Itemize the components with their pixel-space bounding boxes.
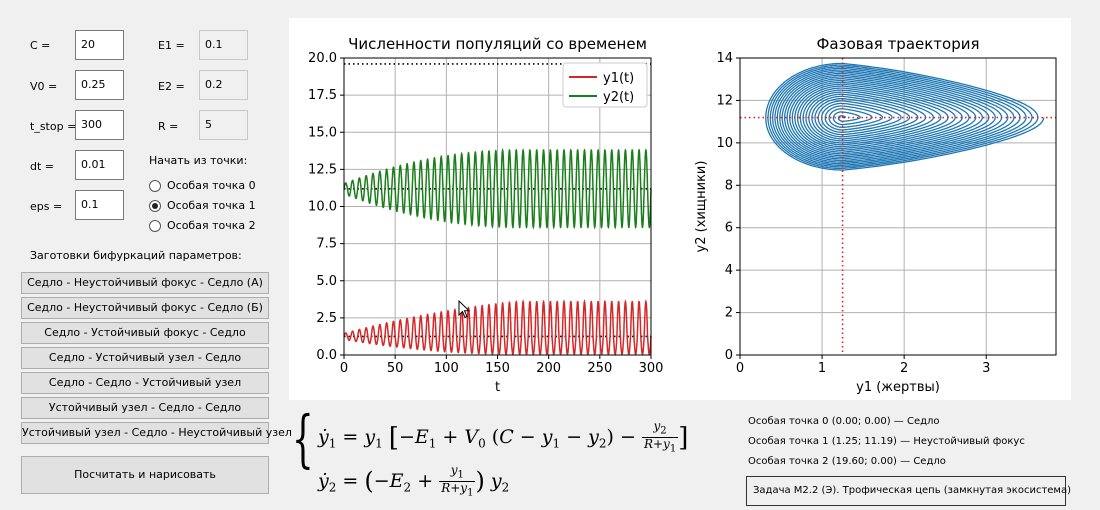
- v0-input[interactable]: 0.25: [75, 70, 124, 100]
- y-tick-label: 2: [725, 306, 733, 321]
- preset-button-7[interactable]: Устойчивый узел - Седло - Неустойчивый у…: [21, 422, 292, 444]
- x-tick-label: 300: [639, 361, 664, 376]
- series-line-y2t: [343, 147, 652, 230]
- plots-canvas: 0 50 100 150 200 250 3000.02.55.07.510.012.515…: [308, 35, 1057, 395]
- x-tick-label: 100: [434, 361, 459, 376]
- eps-label: eps =: [30, 200, 63, 213]
- y-tick-label: 2.5: [316, 311, 337, 326]
- x-tick-label: 3: [982, 361, 990, 376]
- y-tick-label: 17.5: [308, 88, 337, 103]
- y-tick-label: 0: [725, 348, 733, 363]
- x-tick-label: 1: [818, 361, 826, 376]
- radio-point-2[interactable]: Особая точка 2: [149, 219, 256, 232]
- r-input[interactable]: 5: [199, 110, 248, 140]
- c-input[interactable]: 20: [75, 30, 124, 60]
- t-stop-input[interactable]: 300: [75, 110, 124, 140]
- series-line-y1t: [343, 299, 652, 356]
- t-stop-label: t_stop =: [30, 120, 77, 133]
- compute-button[interactable]: Посчитать и нарисовать: [21, 456, 269, 494]
- e1-label: E1 =: [158, 39, 185, 52]
- radio-circle-selected: [149, 199, 161, 212]
- singular-point-1: Особая точка 1 (1.25; 11.19) — Неустойчи…: [748, 436, 1025, 447]
- e2-label: E2 =: [158, 80, 185, 93]
- x-axis-label: t: [495, 380, 500, 395]
- y-tick-label: 0.0: [316, 348, 337, 363]
- legend-label: y1(t): [603, 71, 634, 86]
- preset-button-6[interactable]: Устойчивый узел - Седло - Седло: [21, 397, 269, 419]
- y-axis-label: y2 (хищники): [694, 161, 709, 253]
- plots-panel: 0 50 100 150 200 250 300 0.0 2.5 5.0 7.5 10.0 12.5 15…: [289, 18, 1071, 400]
- dt-label: dt =: [30, 160, 55, 173]
- y-tick-label: 5.0: [316, 274, 337, 289]
- x-tick-label: 250: [587, 361, 612, 376]
- y-tick-label: 6: [725, 221, 733, 236]
- singular-point-2: Особая точка 2 (19.60; 0.00) — Седло: [748, 456, 946, 467]
- x-tick-label: 200: [536, 361, 561, 376]
- x-tick-label: 2: [900, 361, 908, 376]
- preset-button-4[interactable]: Седло - Устойчивый узел - Седло: [21, 347, 269, 369]
- y-tick-label: 10: [716, 136, 733, 151]
- radio-circle: [149, 179, 161, 192]
- x-axis-label: y1 (жертвы): [856, 380, 940, 395]
- legend-label: y2(t): [603, 90, 634, 105]
- preset-button-3[interactable]: Седло - Устойчивый фокус - Седло: [21, 322, 269, 344]
- eps-input[interactable]: 0.1: [75, 190, 124, 220]
- mouse-cursor-icon: [458, 300, 471, 319]
- preset-button-1[interactable]: Седло - Неустойчивый фокус - Седло (А): [21, 272, 269, 294]
- e2-input[interactable]: 0.2: [199, 70, 248, 100]
- r-label: R =: [158, 120, 179, 133]
- plot-frame: [343, 57, 652, 356]
- y-tick-label: 7.5: [316, 237, 337, 252]
- preset-button-5[interactable]: Седло - Седло - Устойчивый узел: [21, 372, 269, 394]
- e1-input[interactable]: 0.1: [199, 30, 248, 60]
- radio-point-1[interactable]: Особая точка 1: [149, 199, 256, 212]
- y-tick-label: 8: [725, 178, 733, 193]
- radio-label: Особая точка 2: [167, 219, 256, 232]
- preset-button-2[interactable]: Седло - Неустойчивый фокус - Седло (Б): [21, 297, 269, 319]
- y-tick-label: 15.0: [308, 125, 337, 140]
- radio-circle: [149, 219, 161, 232]
- phase-trajectory: [765, 62, 1045, 171]
- x-tick-label: 0: [340, 361, 348, 376]
- dt-input[interactable]: 0.01: [75, 150, 124, 180]
- y-tick-label: 20.0: [308, 51, 337, 66]
- y-tick-label: 4: [725, 263, 733, 278]
- plot-frame: [739, 57, 1057, 356]
- y-tick-label: 14: [716, 51, 733, 66]
- v0-label: V0 =: [30, 80, 58, 93]
- radio-point-0[interactable]: Особая точка 0: [149, 179, 256, 192]
- start-point-title: Начать из точки:: [149, 154, 248, 167]
- task-label: Задача М2.2 (Э). Трофическая цепь (замкн…: [746, 476, 1071, 506]
- singular-point-0: Особая точка 0 (0.00; 0.00) — Седло: [748, 416, 940, 427]
- y-tick-label: 10.0: [308, 200, 337, 215]
- y-tick-label: 12.5: [308, 162, 337, 177]
- equation-line-1: ẏ1 = y1 [−E1 + V0 (C − y1 − y2) − y2 R+y…: [318, 419, 689, 455]
- radio-label: Особая точка 1: [167, 199, 256, 212]
- radio-label: Особая точка 0: [167, 179, 256, 192]
- presets-title: Заготовки бифуркаций параметров:: [30, 249, 242, 262]
- x-tick-label: 50: [387, 361, 404, 376]
- c-label: C =: [30, 39, 51, 52]
- chart-title: Фазовая траектория: [816, 35, 979, 53]
- chart-title: Численности популяций со временем: [348, 35, 647, 53]
- equation-line-2: ẏ2 = (−E2 + y1 R+y1 ) y2: [318, 463, 510, 499]
- y-tick-label: 12: [716, 93, 733, 108]
- x-tick-label: 0: [736, 361, 744, 376]
- equation-brace: {: [292, 402, 314, 475]
- x-tick-label: 150: [485, 361, 510, 376]
